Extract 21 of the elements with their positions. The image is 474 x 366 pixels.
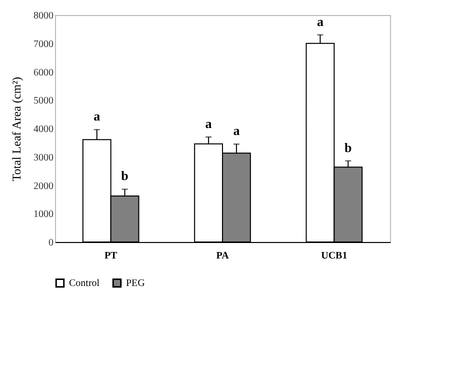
y-axis-title: Total Leaf Area (cm²) <box>10 76 24 182</box>
annotation: b <box>121 168 128 184</box>
annotation: a <box>205 116 212 132</box>
y-tick-label: 6000 <box>34 67 54 78</box>
y-tick-label: 1000 <box>34 209 54 220</box>
x-tick-label: PT <box>104 250 118 262</box>
annotation: a <box>316 14 324 29</box>
y-tick-label: 3000 <box>34 152 54 164</box>
y-tick-label: 8000 <box>34 10 54 22</box>
x-tick-label: UCB1 <box>321 250 348 262</box>
y-tick-label: 0 <box>48 238 54 248</box>
y-tick-label: 7000 <box>34 38 54 50</box>
y-tick-label: 5000 <box>34 96 54 107</box>
annotation: b <box>344 140 352 155</box>
legend-label: PEG <box>126 278 145 290</box>
annotation: a <box>94 108 101 124</box>
x-tick-label: PA <box>216 250 230 262</box>
y-tick-label: 2000 <box>34 180 54 192</box>
legend-label: Control <box>69 278 100 290</box>
annotation: a <box>233 123 240 138</box>
y-tick-label: 4000 <box>34 124 54 135</box>
